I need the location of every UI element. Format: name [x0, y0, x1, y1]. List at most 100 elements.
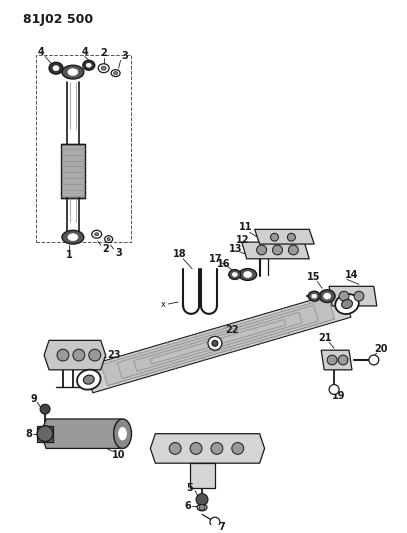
Polygon shape — [85, 291, 351, 393]
Text: 6: 6 — [185, 502, 191, 511]
Circle shape — [190, 442, 202, 454]
Ellipse shape — [239, 269, 257, 280]
Ellipse shape — [95, 233, 99, 236]
Text: 14: 14 — [345, 270, 359, 279]
Polygon shape — [150, 319, 286, 364]
Ellipse shape — [118, 427, 127, 440]
Ellipse shape — [62, 65, 84, 79]
Ellipse shape — [319, 290, 335, 303]
Circle shape — [210, 517, 220, 527]
Bar — [36, 55, 131, 242]
Circle shape — [273, 245, 282, 255]
Text: 15: 15 — [306, 272, 320, 282]
Text: 23: 23 — [107, 350, 120, 360]
Ellipse shape — [232, 272, 237, 277]
Circle shape — [289, 245, 298, 255]
Text: 21: 21 — [318, 334, 332, 343]
Polygon shape — [321, 350, 352, 370]
Ellipse shape — [101, 66, 106, 70]
Ellipse shape — [98, 64, 109, 72]
Ellipse shape — [105, 236, 113, 243]
Circle shape — [287, 233, 295, 241]
Text: 20: 20 — [374, 344, 387, 354]
Polygon shape — [61, 144, 85, 198]
Circle shape — [339, 291, 349, 301]
Text: 10: 10 — [112, 450, 125, 461]
Text: 18: 18 — [173, 249, 187, 259]
Ellipse shape — [341, 300, 352, 309]
Text: 9: 9 — [31, 394, 37, 405]
Circle shape — [199, 504, 205, 510]
Polygon shape — [242, 242, 309, 259]
Circle shape — [212, 341, 218, 346]
Ellipse shape — [244, 272, 252, 278]
Text: 16: 16 — [217, 259, 231, 269]
Text: 8: 8 — [26, 429, 33, 439]
Ellipse shape — [197, 504, 207, 511]
Text: 3: 3 — [121, 51, 128, 61]
Circle shape — [208, 336, 222, 350]
Circle shape — [271, 233, 278, 241]
Text: 7: 7 — [219, 522, 225, 532]
Circle shape — [257, 245, 267, 255]
Text: 11: 11 — [239, 222, 252, 232]
Text: 12: 12 — [236, 235, 249, 245]
Ellipse shape — [37, 426, 53, 441]
Circle shape — [369, 355, 379, 365]
Polygon shape — [44, 341, 106, 370]
Circle shape — [329, 385, 339, 394]
Ellipse shape — [308, 291, 320, 301]
Ellipse shape — [68, 69, 78, 76]
Circle shape — [169, 442, 181, 454]
Polygon shape — [41, 419, 125, 448]
Ellipse shape — [83, 375, 94, 384]
Circle shape — [211, 442, 223, 454]
Ellipse shape — [114, 71, 118, 75]
Ellipse shape — [335, 294, 359, 314]
Text: 1: 1 — [66, 250, 72, 260]
Text: 4: 4 — [81, 47, 88, 58]
Text: 2: 2 — [102, 244, 109, 254]
Text: 22: 22 — [225, 325, 239, 335]
Text: 4: 4 — [38, 47, 44, 58]
Text: x: x — [161, 300, 166, 309]
Text: 19: 19 — [333, 391, 346, 401]
Ellipse shape — [312, 294, 317, 298]
Circle shape — [57, 349, 69, 361]
Text: 3: 3 — [115, 248, 122, 258]
Text: 5: 5 — [187, 483, 193, 492]
Ellipse shape — [229, 270, 241, 279]
Polygon shape — [255, 229, 314, 244]
Ellipse shape — [324, 293, 330, 299]
Ellipse shape — [86, 63, 91, 67]
Ellipse shape — [92, 230, 102, 238]
Circle shape — [327, 355, 337, 365]
Ellipse shape — [111, 70, 120, 77]
Polygon shape — [133, 312, 302, 372]
Circle shape — [40, 404, 50, 414]
Text: 81J02 500: 81J02 500 — [23, 13, 93, 26]
Polygon shape — [117, 305, 318, 378]
Circle shape — [73, 349, 85, 361]
Ellipse shape — [83, 60, 95, 70]
Text: 13: 13 — [229, 244, 243, 254]
Polygon shape — [37, 426, 53, 441]
Circle shape — [232, 442, 244, 454]
Circle shape — [354, 291, 364, 301]
Circle shape — [196, 494, 208, 505]
Ellipse shape — [49, 62, 63, 74]
Text: 17: 17 — [209, 254, 223, 264]
Polygon shape — [101, 298, 335, 386]
Ellipse shape — [68, 234, 78, 240]
Text: 2: 2 — [100, 49, 107, 59]
Ellipse shape — [107, 238, 110, 240]
Polygon shape — [150, 434, 265, 463]
Circle shape — [338, 355, 348, 365]
Circle shape — [89, 349, 101, 361]
Ellipse shape — [114, 419, 131, 448]
Ellipse shape — [53, 66, 59, 71]
Polygon shape — [190, 463, 215, 488]
Ellipse shape — [77, 370, 101, 390]
Polygon shape — [329, 286, 377, 306]
Ellipse shape — [62, 230, 84, 244]
